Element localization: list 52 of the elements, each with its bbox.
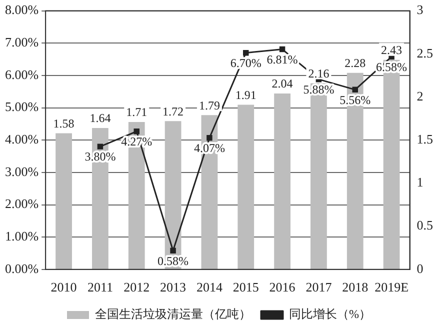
data-label: 1.72 — [162, 104, 184, 118]
data-label: 5.88% — [303, 82, 334, 96]
y2-tick-label: 2.5 — [416, 45, 433, 60]
x-tick-label: 2019E — [374, 280, 409, 295]
legend-label: 全国生活垃圾清运量（亿吨） — [95, 307, 251, 322]
data-label: 1.79 — [198, 98, 220, 112]
y2-tick-label: 1.5 — [416, 132, 433, 147]
legend-label: 同比增长（%） — [289, 307, 371, 322]
point — [206, 134, 212, 141]
bar — [274, 94, 290, 270]
y-tick-label: 4.00% — [4, 132, 39, 147]
y-tick-label: 1.00% — [4, 228, 39, 244]
data-label: 3.80% — [84, 150, 116, 164]
x-tick-label: 2011 — [87, 280, 113, 295]
x-tick-label: 2010 — [50, 280, 77, 295]
point — [279, 46, 286, 52]
y-tick-label: 0.00% — [4, 260, 39, 276]
y2-tick-label: 0 — [416, 260, 424, 276]
data-label: 5.56% — [340, 92, 371, 107]
x-tick-label: 2014 — [196, 280, 223, 295]
y-tick-label: 3.00% — [4, 164, 39, 179]
data-label: 2.04 — [272, 76, 293, 91]
x-tick-label: 2017 — [306, 280, 332, 295]
x-tick-label: 2016 — [269, 280, 296, 295]
data-label: 2.16 — [308, 66, 330, 80]
bar — [56, 133, 72, 270]
y2-tick-label: 1 — [416, 174, 424, 190]
x-tick-label: 2018 — [342, 280, 368, 295]
x-tick-label: 2015 — [232, 280, 259, 295]
data-label: 1.64 — [90, 111, 111, 126]
point — [243, 50, 249, 56]
y-tick-label: 7.00% — [4, 34, 39, 50]
x-tick-label: 2012 — [124, 280, 150, 295]
data-label: 0.58% — [158, 254, 189, 268]
y-tick-label: 8.00% — [4, 2, 39, 18]
data-label: 1.91 — [235, 88, 256, 102]
point — [352, 86, 358, 93]
bar — [238, 104, 254, 270]
y-tick-label: 5.00% — [4, 99, 39, 114]
y-tick-label: 2.00% — [4, 196, 39, 212]
x-tick-label: 2013 — [160, 280, 186, 295]
y2-tick-label: 3 — [416, 2, 424, 18]
data-label: 2.43 — [381, 43, 402, 58]
y2-tick-label: 2 — [416, 88, 424, 104]
data-label: 1.58 — [53, 116, 74, 130]
point — [134, 128, 140, 134]
point — [170, 248, 176, 254]
data-label: 2.28 — [344, 56, 366, 70]
y2-tick-label: 0.5 — [416, 218, 433, 233]
point — [97, 144, 104, 150]
y-tick-label: 6.00% — [4, 66, 39, 82]
data-label: 1.71 — [126, 105, 148, 120]
